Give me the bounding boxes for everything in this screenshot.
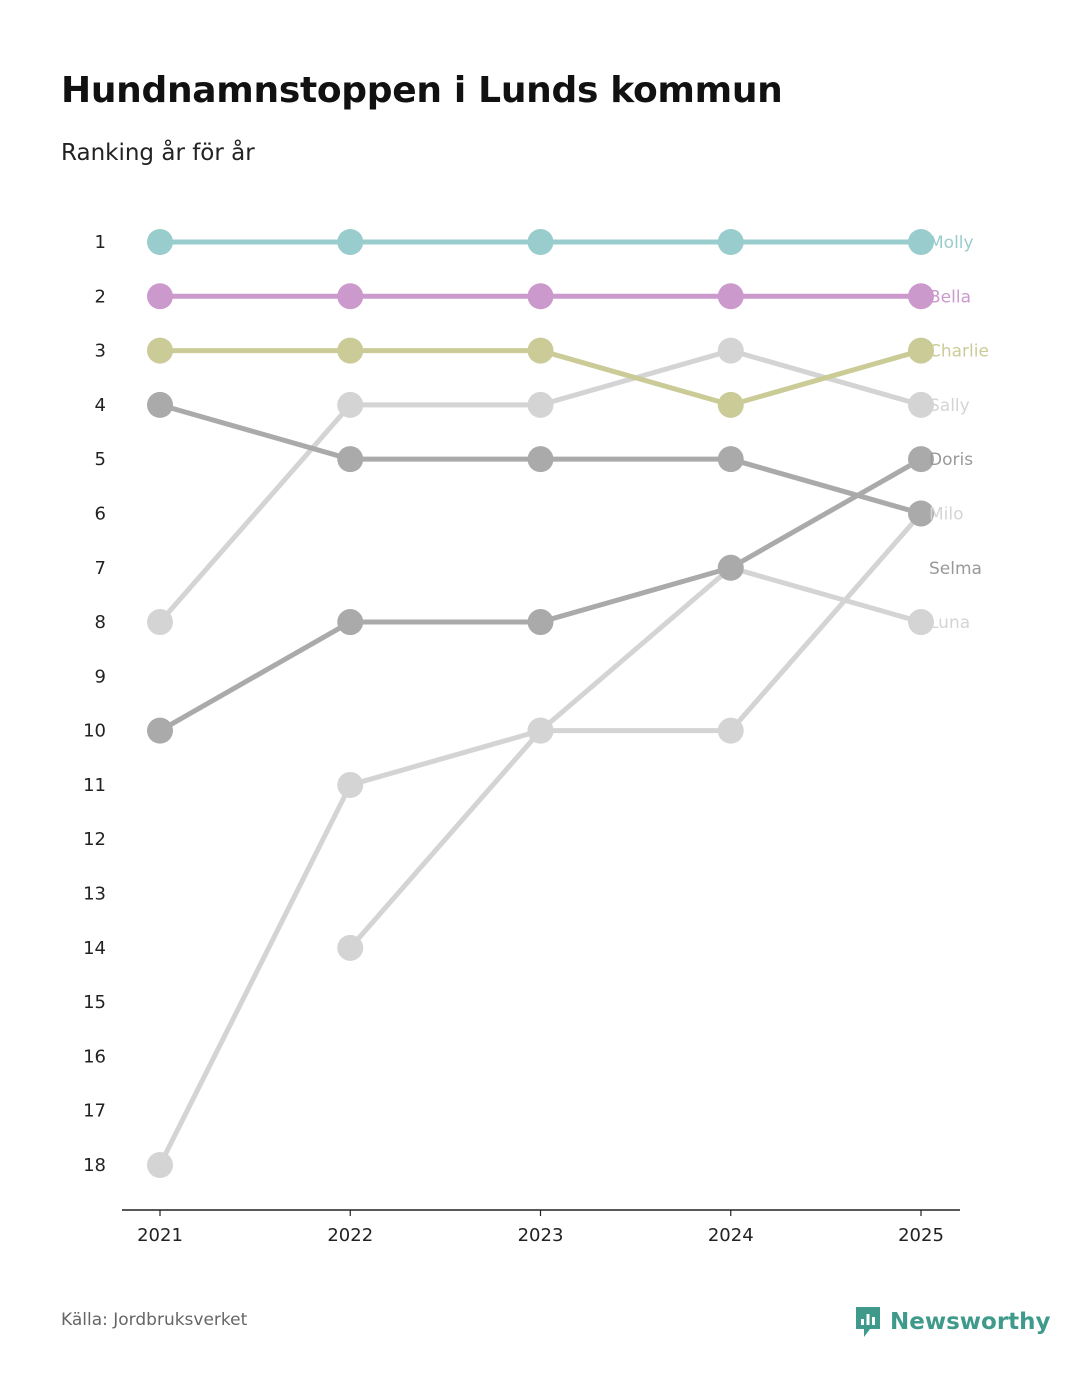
point-molly-2025 [908, 229, 934, 255]
point-sally-2021 [147, 609, 173, 636]
end-label-selma: Selma [929, 559, 982, 579]
point-luna-2025 [908, 609, 934, 636]
series-line-luna [347, 565, 924, 951]
point-selma-2021 [147, 717, 173, 744]
end-label-molly: Molly [929, 233, 974, 253]
end-label-sally: Sally [929, 396, 970, 416]
chart-title: Hundnamnstoppen i Lunds kommun [61, 70, 783, 111]
series-points [147, 229, 934, 1178]
y-tick-label: 17 [83, 1101, 106, 1122]
point-bella-2022 [337, 283, 364, 310]
point-bella-2024 [717, 283, 744, 310]
y-tick-label: 18 [83, 1155, 106, 1176]
point-sally-2025 [908, 391, 934, 418]
end-label-milo: Milo [929, 504, 964, 524]
point-luna-2022 [337, 934, 364, 961]
point-molly-2024 [717, 229, 744, 255]
point-doris-2022 [337, 446, 364, 473]
chart-subtitle: Ranking år för år [61, 140, 255, 166]
newsworthy-logo-icon [856, 1307, 880, 1337]
end-label-luna: Luna [929, 613, 970, 633]
end-label-doris: Doris [929, 450, 973, 470]
point-molly-2023 [527, 229, 554, 255]
point-charlie-2021 [147, 337, 173, 364]
point-bella-2023 [527, 283, 554, 310]
y-tick-label: 8 [95, 612, 106, 633]
end-label-charlie: Charlie [929, 342, 989, 362]
y-tick-label: 4 [95, 395, 106, 416]
x-tick-label: 2024 [708, 1225, 754, 1246]
point-doris-2021 [147, 391, 173, 418]
point-doris-2023 [527, 446, 554, 473]
series-lines [157, 239, 924, 1168]
brand-logo: Newsworthy [854, 1305, 1051, 1339]
y-tick-label: 6 [95, 503, 106, 524]
point-charlie-2024 [717, 391, 744, 418]
point-sally-2023 [527, 391, 554, 418]
point-milo-2021 [147, 1152, 173, 1178]
series-line-sally [157, 348, 924, 625]
y-tick-label: 14 [83, 938, 106, 959]
point-molly-2022 [337, 229, 364, 255]
y-tick-label: 16 [83, 1046, 106, 1067]
y-tick-label: 3 [95, 341, 106, 362]
point-sally-2022 [337, 391, 364, 418]
point-milo-2024 [717, 717, 744, 744]
point-bella-2025 [908, 283, 934, 310]
y-tick-label: 13 [83, 884, 106, 905]
y-tick-label: 7 [95, 558, 106, 579]
y-tick-label: 2 [95, 286, 106, 307]
x-tick-label: 2021 [137, 1225, 183, 1246]
y-tick-label: 11 [83, 775, 106, 796]
point-bella-2021 [147, 283, 173, 310]
point-selma-2023 [527, 609, 554, 636]
point-doris-2025 [908, 500, 934, 527]
y-tick-label: 1 [95, 232, 106, 253]
x-axis-ticks: 2021 2022 2023 2024 2025 [137, 1210, 944, 1246]
point-charlie-2025 [908, 337, 934, 364]
brand-name: Newsworthy [890, 1309, 1051, 1335]
point-sally-2024 [717, 337, 744, 364]
y-tick-label: 12 [83, 829, 106, 850]
y-tick-label: 9 [95, 666, 106, 687]
point-charlie-2023 [527, 337, 554, 364]
point-molly-2021 [147, 229, 173, 255]
y-tick-label: 5 [95, 449, 106, 470]
point-selma-2022 [337, 609, 364, 636]
x-tick-label: 2023 [518, 1225, 564, 1246]
point-milo-2022 [337, 771, 364, 798]
series-line-selma [157, 456, 924, 734]
y-tick-label: 15 [83, 992, 106, 1013]
end-labels: Molly Bella Charlie Sally Doris Milo Selma Luna [929, 233, 989, 633]
point-selma-2025 [908, 446, 934, 473]
x-tick-label: 2022 [327, 1225, 373, 1246]
end-label-bella: Bella [929, 287, 971, 307]
x-tick-label: 2025 [898, 1225, 944, 1246]
point-doris-2024 [717, 446, 744, 473]
point-milo-2023 [527, 717, 554, 744]
y-tick-label: 10 [83, 721, 106, 742]
point-selma-2024 [717, 554, 744, 581]
point-charlie-2022 [337, 337, 364, 364]
source-note: Källa: Jordbruksverket [61, 1310, 248, 1330]
